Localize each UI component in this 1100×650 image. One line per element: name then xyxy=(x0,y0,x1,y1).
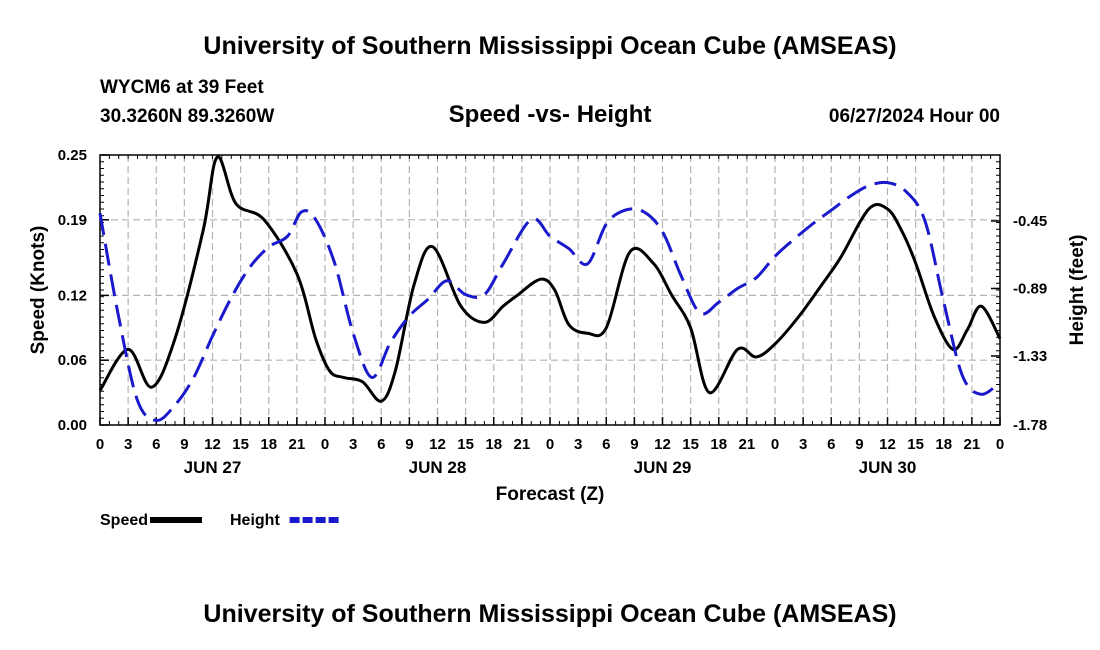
x-tick-label: 21 xyxy=(964,436,981,453)
x-tick-label: 6 xyxy=(827,436,835,453)
right-tick-label: -1.33 xyxy=(1013,348,1047,365)
series-line-speed xyxy=(98,155,1002,403)
legend-label-speed: Speed xyxy=(100,512,148,529)
x-tick-label: 15 xyxy=(457,436,474,453)
x-tick-label: 0 xyxy=(546,436,554,453)
left-tick-label: 0.12 xyxy=(58,287,87,304)
x-tick-label: 15 xyxy=(682,436,699,453)
x-tick-label: 9 xyxy=(630,436,638,453)
chart-subtitle: Speed -vs- Height xyxy=(448,101,652,128)
x-tick-label: 12 xyxy=(879,436,896,453)
x-tick-label: 6 xyxy=(152,436,160,453)
right-tick-label: -1.78 xyxy=(1013,417,1047,434)
x-tick-label: 21 xyxy=(514,436,531,453)
x-tick-label: 18 xyxy=(710,436,727,453)
left-tick-label: 0.00 xyxy=(58,417,87,434)
x-tick-label: 0 xyxy=(321,436,329,453)
x-tick-label: 9 xyxy=(855,436,863,453)
y-axis-title-right: Height (feet) xyxy=(1067,235,1088,346)
right-tick-label: -0.89 xyxy=(1013,280,1047,297)
legend-label-height: Height xyxy=(230,512,280,529)
x-tick-label: 0 xyxy=(996,436,1004,453)
y-axis-title-left: Speed (Knots) xyxy=(28,226,49,355)
x-tick-label: 18 xyxy=(935,436,952,453)
x-tick-label: 12 xyxy=(429,436,446,453)
x-tick-label: 9 xyxy=(405,436,413,453)
x-tick-label: 3 xyxy=(799,436,807,453)
coordinates-label: 30.3260N 89.3260W xyxy=(100,106,275,127)
x-tick-label: 3 xyxy=(349,436,357,453)
page-title: University of Southern Mississippi Ocean… xyxy=(203,32,897,60)
x-tick-label: 0 xyxy=(771,436,779,453)
x-tick-label: 3 xyxy=(124,436,132,453)
series-line-height xyxy=(98,180,1001,422)
x-tick-label: 18 xyxy=(260,436,277,453)
x-tick-label: 15 xyxy=(232,436,249,453)
x-tick-label: 6 xyxy=(602,436,610,453)
left-tick-label: 0.25 xyxy=(58,147,87,164)
x-tick-label: 12 xyxy=(204,436,221,453)
x-tick-label: 9 xyxy=(180,436,188,453)
left-tick-label: 0.06 xyxy=(58,352,87,369)
x-tick-label: 18 xyxy=(485,436,502,453)
x-tick-label: 21 xyxy=(289,436,306,453)
x-tick-label: 15 xyxy=(907,436,924,453)
left-tick-label: 0.19 xyxy=(58,212,87,229)
x-tick-label: 3 xyxy=(574,436,582,453)
x-day-label: JUN 29 xyxy=(634,458,692,477)
x-tick-label: 21 xyxy=(739,436,756,453)
x-tick-label: 12 xyxy=(654,436,671,453)
right-tick-label: -0.45 xyxy=(1013,213,1047,230)
footer-title: University of Southern Mississippi Ocean… xyxy=(203,600,897,628)
x-day-label: JUN 28 xyxy=(409,458,467,477)
x-tick-label: 6 xyxy=(377,436,385,453)
x-axis-title: Forecast (Z) xyxy=(496,484,605,505)
station-label: WYCM6 at 39 Feet xyxy=(100,77,264,98)
x-day-label: JUN 27 xyxy=(184,458,242,477)
x-day-label: JUN 30 xyxy=(859,458,917,477)
date-label: 06/27/2024 Hour 00 xyxy=(828,106,1000,127)
x-tick-label: 0 xyxy=(96,436,104,453)
